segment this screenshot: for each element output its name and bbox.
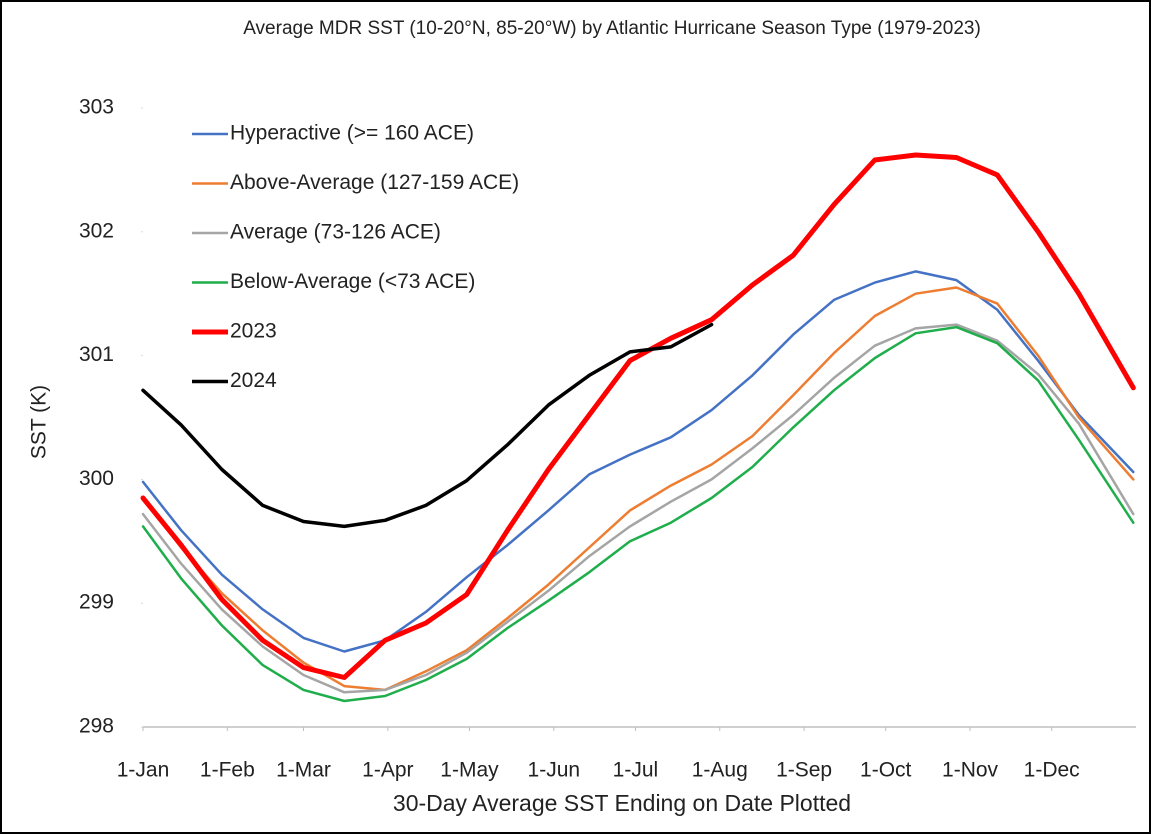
y-tick-label: 300	[79, 467, 114, 490]
series-line	[141, 325, 1135, 703]
x-tick-label: 1-Jan	[117, 759, 170, 782]
x-tick-label: 1-Sep	[776, 759, 832, 782]
legend-label: Below-Average (<73 ACE)	[230, 270, 475, 293]
x-tick-label: 1-Aug	[692, 759, 748, 782]
legend-label: 2024	[230, 369, 277, 392]
y-tick-label: 301	[79, 343, 114, 366]
x-tick-label: 1-Apr	[362, 759, 413, 782]
x-tick-label: 1-Jul	[613, 759, 659, 782]
legend-label: Above-Average (127-159 ACE)	[230, 171, 519, 194]
chart-title: Average MDR SST (10-20°N, 85-20°W) by At…	[243, 18, 981, 39]
x-axis-label: 30-Day Average SST Ending on Date Plotte…	[393, 790, 851, 816]
legend-label: Hyperactive (>= 160 ACE)	[230, 122, 474, 145]
y-tick-label: 303	[79, 96, 114, 119]
x-tick-label: 1-Mar	[276, 759, 331, 782]
y-tick-label: 302	[79, 219, 114, 242]
y-axis-label: SST (K)	[28, 385, 51, 459]
series-line	[141, 322, 714, 529]
x-tick-label: 1-Dec	[1024, 759, 1080, 782]
y-tick-label: 299	[79, 591, 114, 614]
y-tick-label: 298	[79, 715, 114, 738]
x-tick-label: 1-Feb	[200, 759, 255, 782]
x-tick-label: 1-May	[440, 759, 499, 782]
series-line	[141, 270, 1135, 653]
x-tick-label: 1-Nov	[942, 759, 999, 782]
legend-label: Average (73-126 ACE)	[230, 221, 441, 244]
series-line	[141, 323, 1135, 694]
legend-label: 2023	[230, 320, 277, 343]
series-line	[141, 286, 1135, 692]
x-tick-label: 1-Jun	[528, 759, 581, 782]
x-tick-label: 1-Oct	[860, 759, 912, 782]
series-line	[140, 152, 1136, 680]
